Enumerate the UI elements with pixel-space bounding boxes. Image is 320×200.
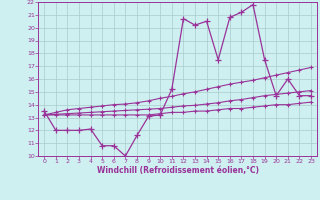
X-axis label: Windchill (Refroidissement éolien,°C): Windchill (Refroidissement éolien,°C) (97, 166, 259, 175)
